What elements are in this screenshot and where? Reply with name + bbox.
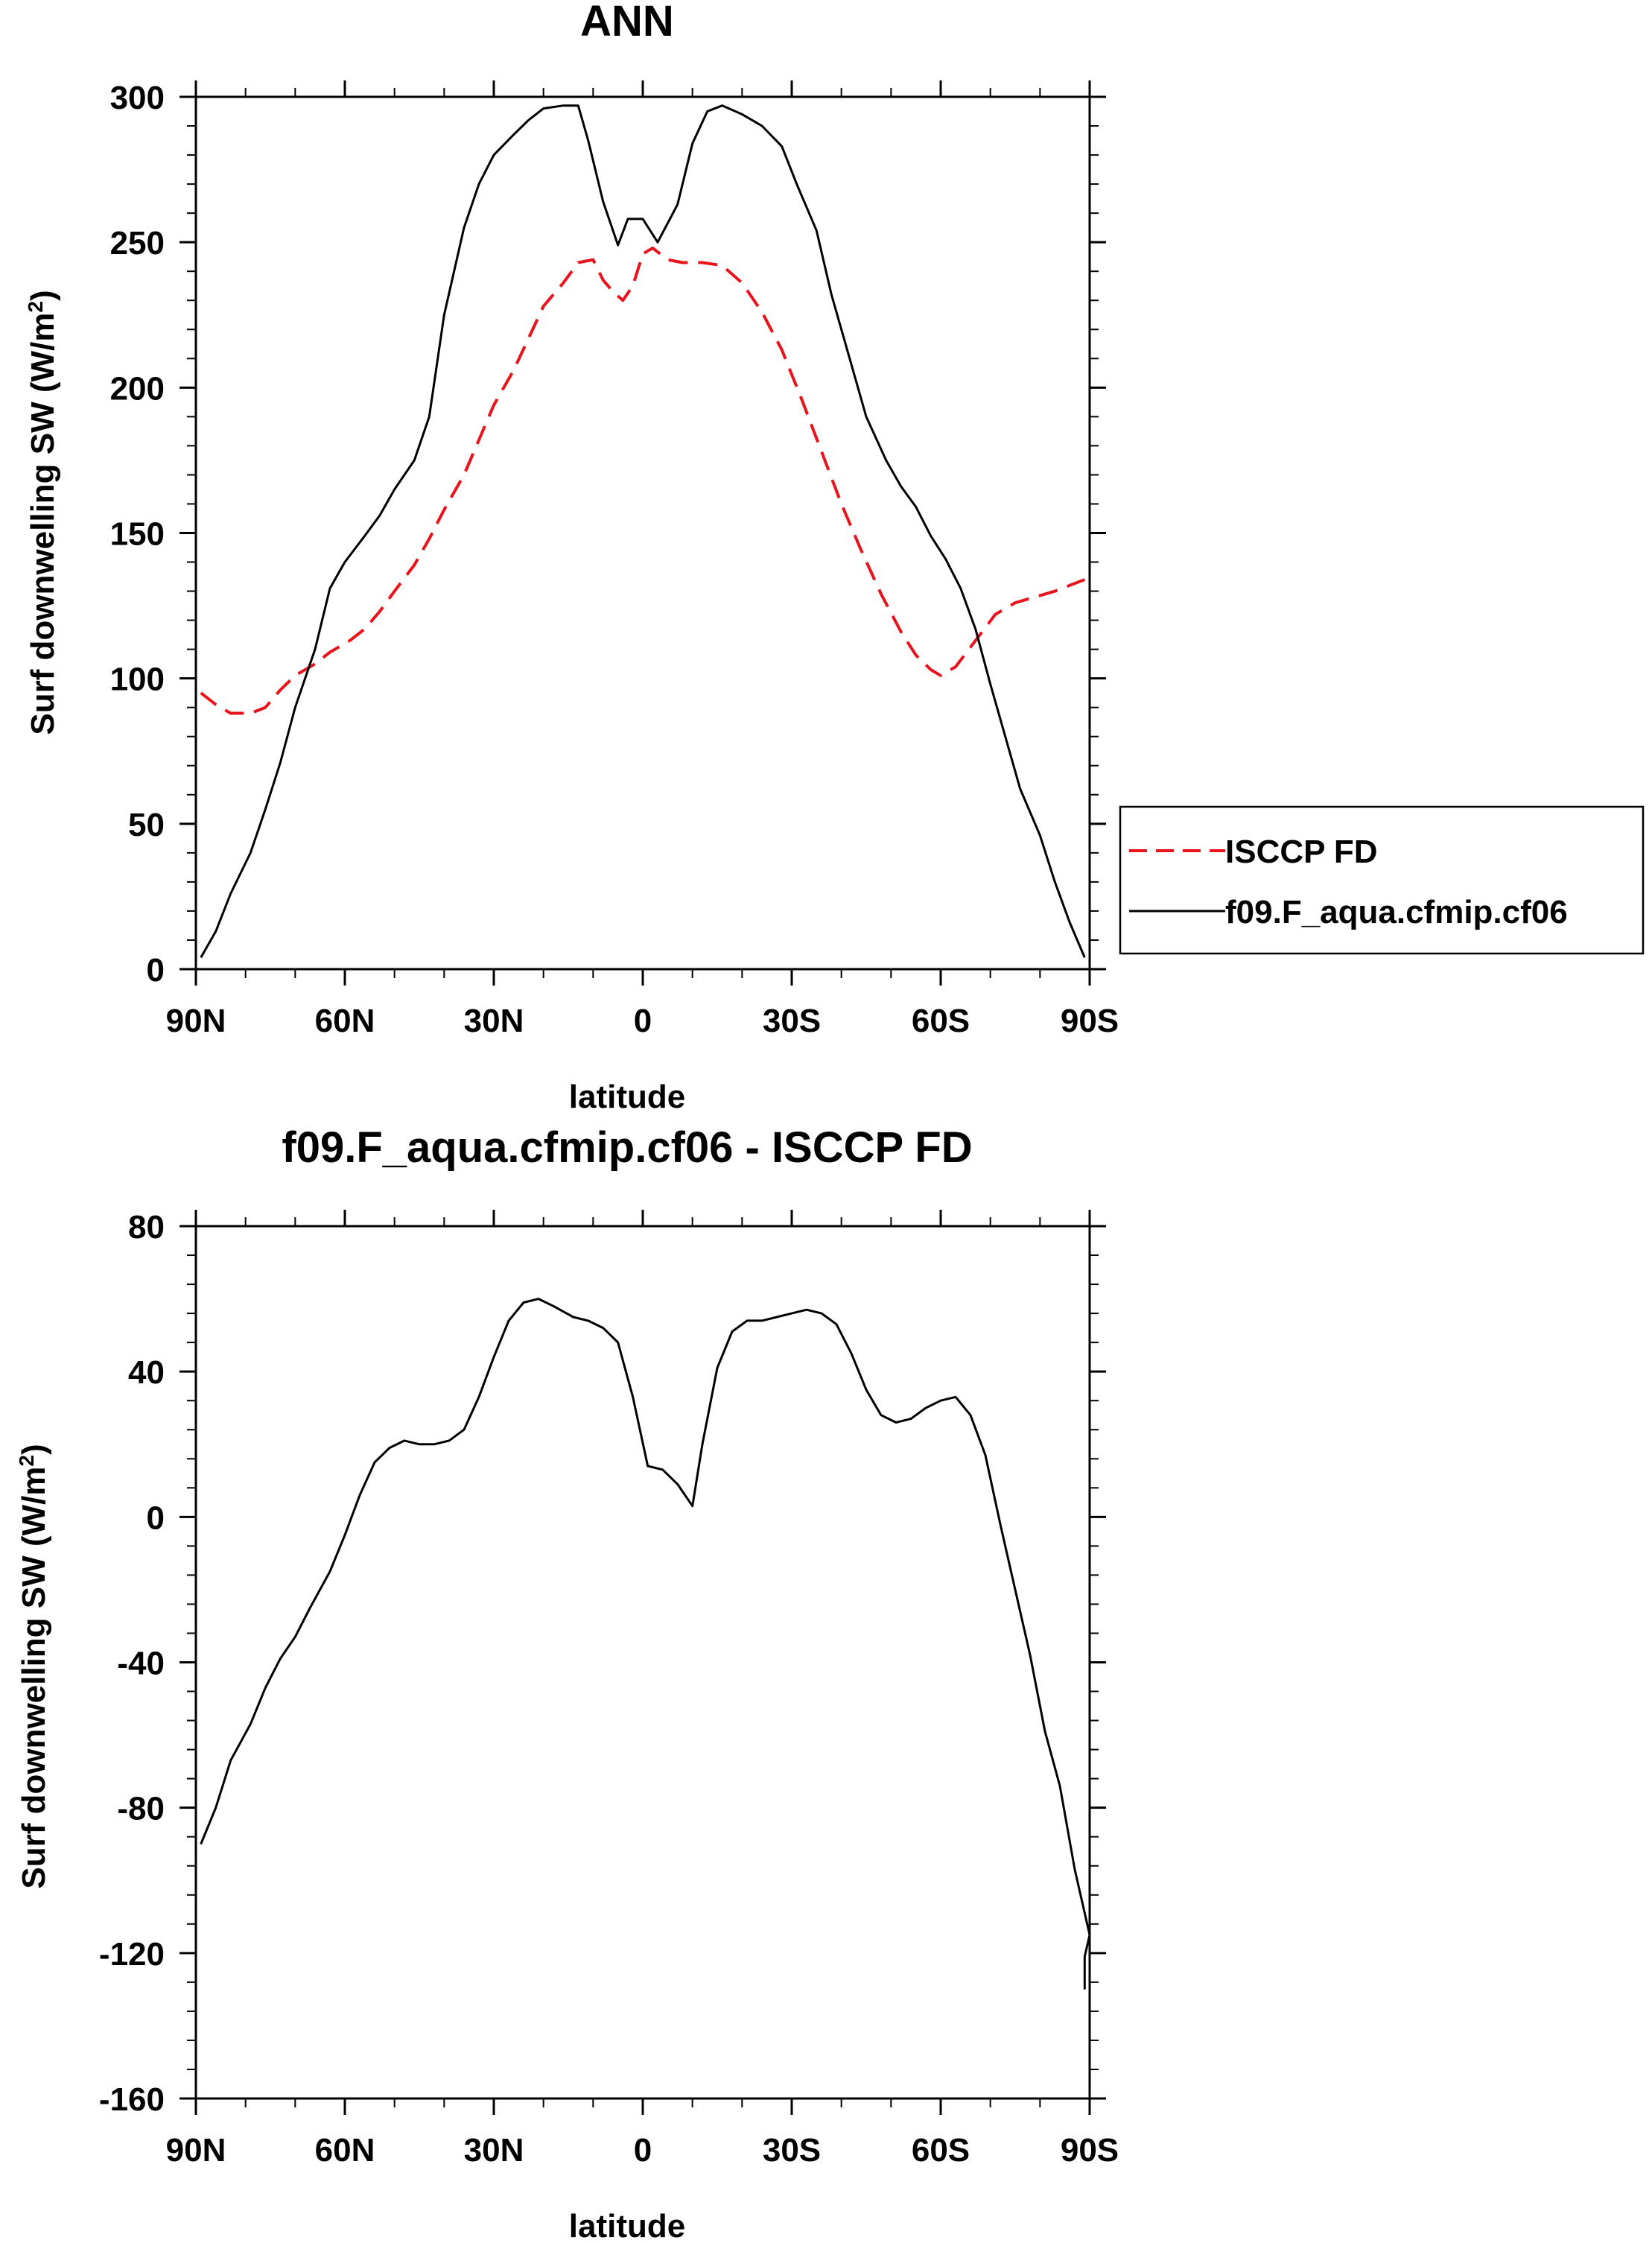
legend-box [1119, 805, 1645, 955]
y-axis-label-bottom: Surf downwelling SW (W/m2) [15, 1444, 53, 1888]
legend-label-model: f09.F_aqua.cfmip.cf06 [1225, 894, 1568, 930]
x-tick-label-bottom: 90S [1061, 2132, 1119, 2169]
x-tick-label-bottom: 90N [166, 2132, 226, 2169]
y-tick-label-top: 50 [128, 807, 165, 843]
x-tick-label-top: 60S [912, 1003, 970, 1039]
y-tick-label-top: 150 [110, 516, 165, 553]
chart-panel-bottom: f09.F_aqua.cfmip.cf06 - ISCCP FD 90N 60N 3… [15, 1123, 1119, 2243]
x-tick-label-top: 30N [464, 1003, 524, 1039]
legend-label-isccp: ISCCP FD [1225, 834, 1378, 870]
legend: ISCCP FD f09.F_aqua.cfmip.cf06 [1119, 805, 1645, 955]
x-tick-label-bottom: 60N [315, 2132, 375, 2169]
y-tick-label-bottom: -120 [99, 1936, 165, 1973]
chart-panel-top: ANN 90N 60N 30N 0 30S 60S 90S 0 50 100 150 200 250 30… [24, 0, 1645, 1115]
plot-area-top: 90N 60N 30N 0 30S 60S 90S 0 50 100 150 200 250 300 [110, 80, 1119, 1039]
y-tick-label-bottom: -160 [99, 2081, 165, 2118]
series-line-top-0 [200, 247, 1086, 715]
y-tick-label-top: 250 [110, 225, 165, 261]
chart-title-top: ANN [580, 0, 674, 45]
x-axis-label-bottom: latitude [569, 2208, 685, 2243]
x-tick-label-bottom: 0 [634, 2132, 652, 2169]
chart-title-bottom: f09.F_aqua.cfmip.cf06 - ISCCP FD [282, 1123, 972, 1172]
series-line-top-1 [200, 104, 1086, 959]
x-tick-label-bottom: 30N [464, 2132, 524, 2169]
y-tick-label-bottom: -40 [117, 1646, 165, 1682]
y-tick-label-top: 200 [110, 370, 165, 407]
y-tick-label-bottom: 40 [128, 1354, 165, 1391]
series-line-bottom-0 [200, 1298, 1091, 1990]
x-tick-label-bottom: 30S [763, 2132, 821, 2169]
x-tick-label-bottom: 60S [912, 2132, 970, 2169]
y-tick-label-bottom: -80 [117, 1791, 165, 1827]
y-tick-label-top: 300 [110, 80, 165, 116]
y-tick-label-top: 100 [110, 662, 165, 698]
y-tick-label-top: 0 [147, 952, 165, 989]
x-tick-label-top: 0 [634, 1003, 652, 1039]
x-axis-label-top: latitude [569, 1079, 685, 1115]
plot-area-bottom: 90N 60N 30N 0 30S 60S 90S -160 -120 -80 -40 0 40 80 [99, 1209, 1119, 2169]
y-tick-label-bottom: 80 [128, 1209, 165, 1246]
x-tick-label-top: 90N [166, 1003, 226, 1039]
y-axis-label-top: Surf downwelling SW (W/m2) [24, 290, 62, 735]
x-tick-label-top: 30S [763, 1003, 821, 1039]
y-tick-label-bottom: 0 [147, 1500, 165, 1536]
x-tick-label-top: 90S [1061, 1003, 1119, 1039]
x-tick-label-top: 60N [315, 1003, 375, 1039]
